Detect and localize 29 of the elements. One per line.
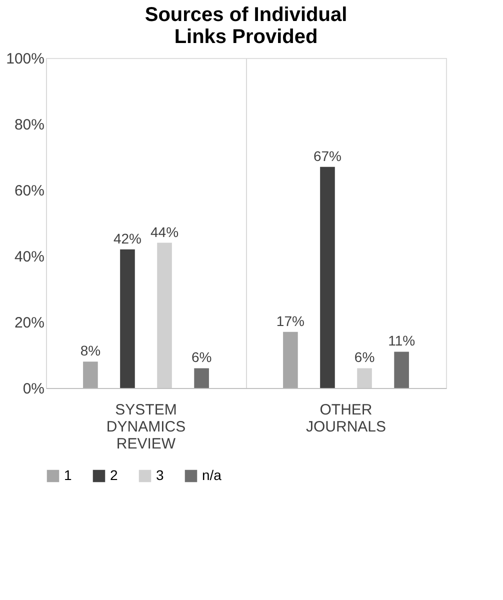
legend-label: n/a [202, 467, 222, 483]
x-tick-label: SYSTEM DYNAMICS REVIEW [106, 402, 186, 452]
bar [83, 362, 98, 388]
data-label: 11% [388, 332, 416, 349]
legend-label: 3 [156, 467, 164, 483]
chart-title: Sources of Individual Links Provided [144, 4, 348, 48]
data-label: 67% [313, 148, 342, 164]
data-label: 6% [354, 349, 375, 366]
bar [194, 368, 209, 388]
bar [120, 249, 135, 388]
bar [357, 368, 372, 388]
bar [394, 352, 409, 388]
y-tick-label: 60% [14, 182, 44, 200]
x-tick-label: OTHER JOURNALS [306, 402, 386, 436]
y-tick-label: 40% [14, 248, 44, 266]
bar [320, 166, 335, 388]
y-tick-label: 80% [14, 116, 44, 134]
y-tick-label: 20% [14, 314, 44, 332]
y-tick-label: 100% [6, 50, 44, 68]
bar [283, 332, 298, 388]
legend-label: 2 [110, 467, 118, 483]
data-label: 44% [150, 224, 179, 240]
legend-label: 1 [64, 467, 72, 483]
y-tick-label: 0% [22, 380, 44, 398]
data-label: 6% [191, 349, 212, 366]
data-label: 42% [113, 230, 142, 246]
data-label: 8% [80, 342, 101, 359]
bar [157, 242, 172, 388]
data-label: 17% [276, 312, 304, 329]
